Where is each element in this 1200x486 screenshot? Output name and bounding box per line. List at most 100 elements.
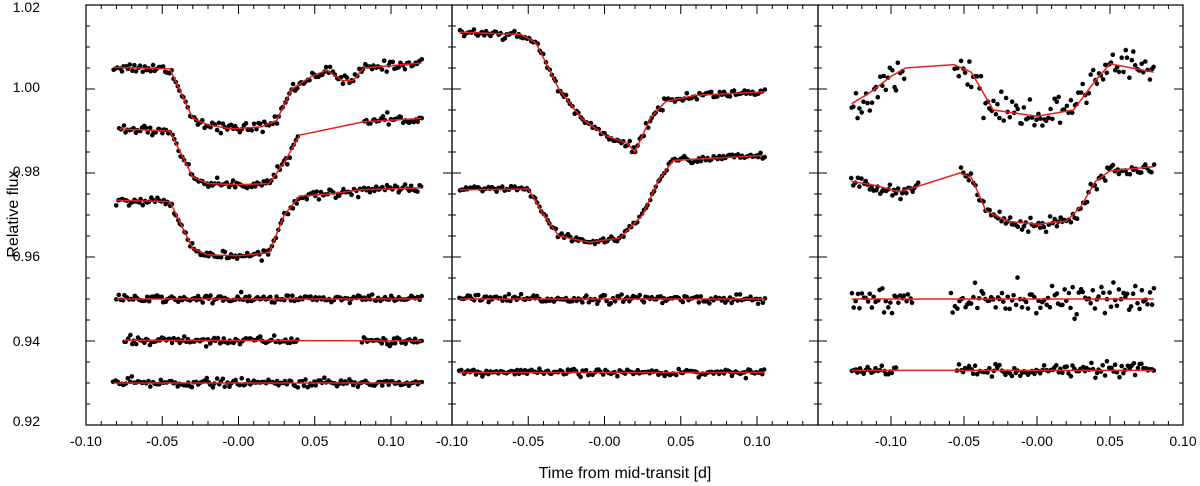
data-point bbox=[471, 27, 477, 32]
data-point bbox=[1102, 373, 1108, 378]
data-point bbox=[140, 202, 146, 208]
data-point bbox=[251, 121, 257, 127]
data-point bbox=[272, 114, 278, 119]
light-curve-series bbox=[113, 182, 424, 263]
data-point bbox=[258, 334, 263, 339]
data-point bbox=[760, 300, 766, 306]
data-point bbox=[333, 195, 339, 200]
data-point bbox=[1135, 365, 1141, 371]
data-point bbox=[243, 294, 248, 300]
data-point bbox=[1009, 373, 1015, 379]
data-point bbox=[1032, 371, 1037, 377]
data-point bbox=[743, 375, 749, 381]
data-point bbox=[1050, 116, 1055, 122]
data-point bbox=[1037, 371, 1043, 376]
data-point bbox=[419, 293, 425, 299]
data-point bbox=[604, 298, 609, 304]
data-point bbox=[1003, 306, 1008, 311]
data-point bbox=[1078, 90, 1084, 95]
data-point bbox=[1054, 223, 1060, 229]
data-point bbox=[1068, 305, 1073, 311]
data-point bbox=[680, 299, 686, 305]
data-point bbox=[969, 84, 974, 90]
data-point bbox=[955, 306, 960, 311]
data-point bbox=[301, 383, 307, 389]
data-point bbox=[1048, 106, 1053, 112]
data-point bbox=[221, 336, 227, 341]
data-point bbox=[1056, 370, 1062, 375]
data-point bbox=[1046, 115, 1051, 121]
x-tick-label: -0.05 bbox=[948, 433, 980, 449]
data-point bbox=[1007, 306, 1012, 312]
data-point bbox=[1084, 199, 1090, 205]
data-point bbox=[956, 362, 962, 367]
data-point bbox=[127, 62, 133, 67]
data-point bbox=[471, 367, 477, 373]
data-point bbox=[252, 184, 258, 189]
model-fit-line bbox=[851, 165, 1154, 225]
data-point bbox=[239, 376, 244, 381]
data-point bbox=[1100, 77, 1106, 82]
data-point bbox=[1074, 312, 1079, 317]
data-point bbox=[1119, 363, 1124, 369]
data-point bbox=[285, 162, 290, 167]
data-point bbox=[289, 336, 294, 341]
data-point bbox=[482, 33, 487, 38]
data-point bbox=[1143, 162, 1148, 167]
data-point bbox=[140, 69, 145, 75]
data-point bbox=[206, 184, 211, 189]
data-point bbox=[859, 176, 864, 181]
data-point bbox=[1038, 225, 1043, 230]
data-point bbox=[260, 129, 266, 135]
data-point bbox=[684, 91, 690, 96]
data-point bbox=[243, 121, 249, 126]
data-point bbox=[216, 120, 222, 126]
data-point bbox=[274, 121, 280, 126]
light-curve-series bbox=[122, 332, 425, 349]
data-point bbox=[715, 94, 720, 99]
data-point bbox=[322, 375, 327, 381]
data-point bbox=[694, 294, 700, 299]
data-point bbox=[512, 184, 518, 189]
data-point bbox=[218, 130, 224, 136]
data-point bbox=[970, 371, 976, 377]
data-point bbox=[1052, 216, 1057, 222]
data-point bbox=[367, 189, 373, 195]
data-point bbox=[1130, 291, 1136, 297]
data-point bbox=[1131, 49, 1136, 54]
data-point bbox=[514, 367, 520, 373]
data-point bbox=[904, 298, 909, 304]
data-point bbox=[313, 383, 319, 388]
data-point bbox=[1019, 121, 1024, 126]
data-point bbox=[658, 294, 663, 299]
data-point bbox=[116, 292, 122, 298]
data-point bbox=[316, 197, 322, 202]
data-point bbox=[220, 376, 226, 382]
data-point bbox=[249, 128, 255, 133]
data-point bbox=[381, 58, 387, 63]
data-point bbox=[1143, 59, 1148, 64]
data-point bbox=[853, 298, 858, 304]
data-point bbox=[1127, 172, 1133, 177]
data-point bbox=[1015, 224, 1021, 229]
data-point bbox=[967, 59, 972, 64]
data-point bbox=[887, 182, 893, 188]
data-point bbox=[272, 300, 277, 305]
data-point bbox=[1123, 47, 1129, 53]
data-point bbox=[263, 248, 268, 254]
data-point bbox=[1103, 178, 1108, 183]
data-point bbox=[1135, 300, 1140, 306]
data-point bbox=[1129, 57, 1135, 63]
data-point bbox=[380, 383, 385, 388]
data-point bbox=[233, 377, 238, 383]
data-point bbox=[874, 187, 879, 193]
data-point bbox=[1013, 103, 1019, 108]
x-tick-label: -0.10 bbox=[875, 433, 907, 449]
data-point bbox=[1117, 374, 1122, 380]
data-point bbox=[1139, 170, 1144, 175]
panel-frame bbox=[451, 4, 819, 426]
data-point bbox=[237, 382, 242, 388]
data-point bbox=[408, 183, 414, 189]
light-curve-series bbox=[849, 47, 1156, 128]
data-point bbox=[1040, 123, 1045, 128]
